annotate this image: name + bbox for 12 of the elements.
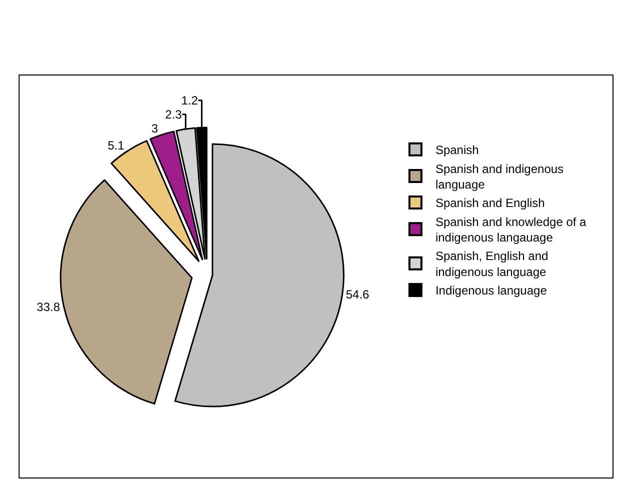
- legend-label: Spanish, English and indigenous language: [435, 249, 548, 279]
- data-label: 2.3: [165, 107, 182, 122]
- legend-label: Indigenous language: [435, 284, 548, 298]
- data-label: 54.6: [346, 287, 370, 302]
- data-label: 3: [151, 121, 158, 136]
- data-label: 1.2: [181, 93, 198, 108]
- legend-label: Spanish: [435, 143, 479, 158]
- data-label: 33.8: [36, 300, 60, 314]
- legend-label: Spanish and English: [435, 196, 545, 210]
- legend-label: Spanish and knowledge of a indigenous langauage: [435, 215, 587, 245]
- legend-label: Spanish and indigenous language: [435, 162, 564, 192]
- data-label: 5.1: [108, 138, 125, 153]
